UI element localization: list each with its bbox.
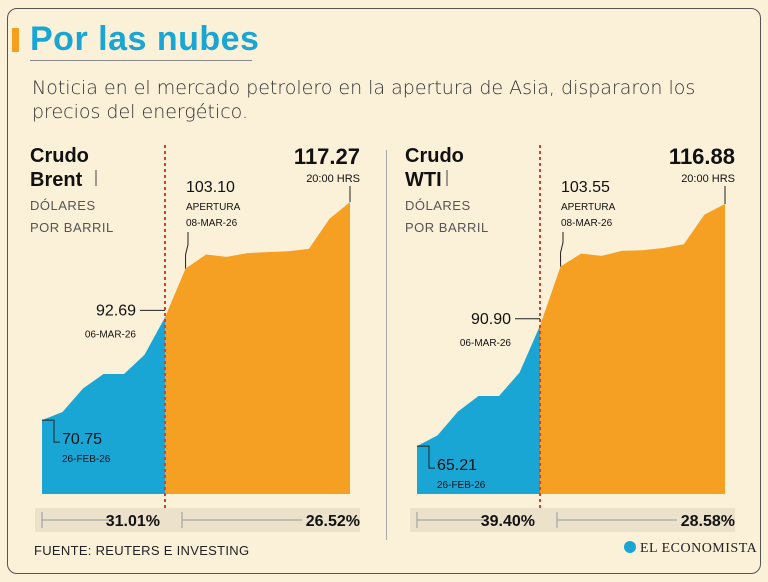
title-accent [12, 28, 19, 52]
start-leader [417, 445, 435, 469]
area-after-open [540, 203, 725, 494]
start-value: 70.75 [62, 431, 102, 448]
start-date: 26-FEB-26 [62, 454, 111, 465]
source-note: FUENTE: REUTERS E INVESTING [34, 543, 250, 558]
end-value: 116.88 [669, 144, 735, 169]
mid-value: 92.69 [96, 302, 136, 319]
infographic-frame [7, 8, 761, 574]
open-label: APERTURA [186, 202, 241, 213]
logo-text: EL ECONOMISTA [640, 541, 758, 556]
chart-name-line1: Crudo [30, 145, 89, 167]
end-value: 117.27 [294, 144, 360, 169]
start-date: 26-FEB-26 [437, 480, 486, 491]
pct-after: 28.58% [681, 513, 735, 530]
unit-line2: POR BARRIL [30, 220, 114, 235]
area-before-open [42, 317, 165, 494]
mid-date: 06-MAR-26 [460, 338, 512, 349]
chart-name-line2: WTI [405, 169, 442, 191]
chart-name-line2: Brent [30, 169, 83, 191]
open-date: 08-MAR-26 [561, 218, 613, 229]
start-leader [42, 419, 60, 443]
unit-line1: DÓLARES [30, 198, 96, 213]
title-underline [30, 60, 252, 61]
mid-value: 90.90 [471, 311, 511, 328]
page-title: Por las nubes [30, 20, 260, 58]
pct-after: 26.52% [306, 513, 360, 530]
unit-line2: POR BARRIL [405, 220, 489, 235]
chart-name-line1: Crudo [405, 145, 464, 167]
pct-before: 31.01% [106, 513, 160, 530]
open-value: 103.55 [561, 179, 610, 196]
page-subtitle: Noticia en el mercado petrolero en la ap… [32, 77, 696, 123]
open-date: 08-MAR-26 [186, 218, 238, 229]
unit-line1: DÓLARES [405, 198, 471, 213]
open-leader [560, 232, 564, 267]
open-label: APERTURA [561, 202, 616, 213]
mid-date: 06-MAR-26 [85, 329, 137, 340]
pct-before: 39.40% [481, 513, 535, 530]
area-after-open [165, 202, 350, 494]
logo-icon [624, 541, 636, 553]
open-value: 103.10 [186, 179, 235, 196]
area-before-open [417, 325, 540, 494]
publisher-logo: EL ECONOMISTA [624, 541, 757, 557]
open-leader [185, 232, 189, 269]
panel-divider [386, 150, 387, 540]
end-time: 20:00 HRS [681, 173, 735, 185]
end-time: 20:00 HRS [306, 173, 360, 185]
start-value: 65.21 [437, 457, 477, 474]
